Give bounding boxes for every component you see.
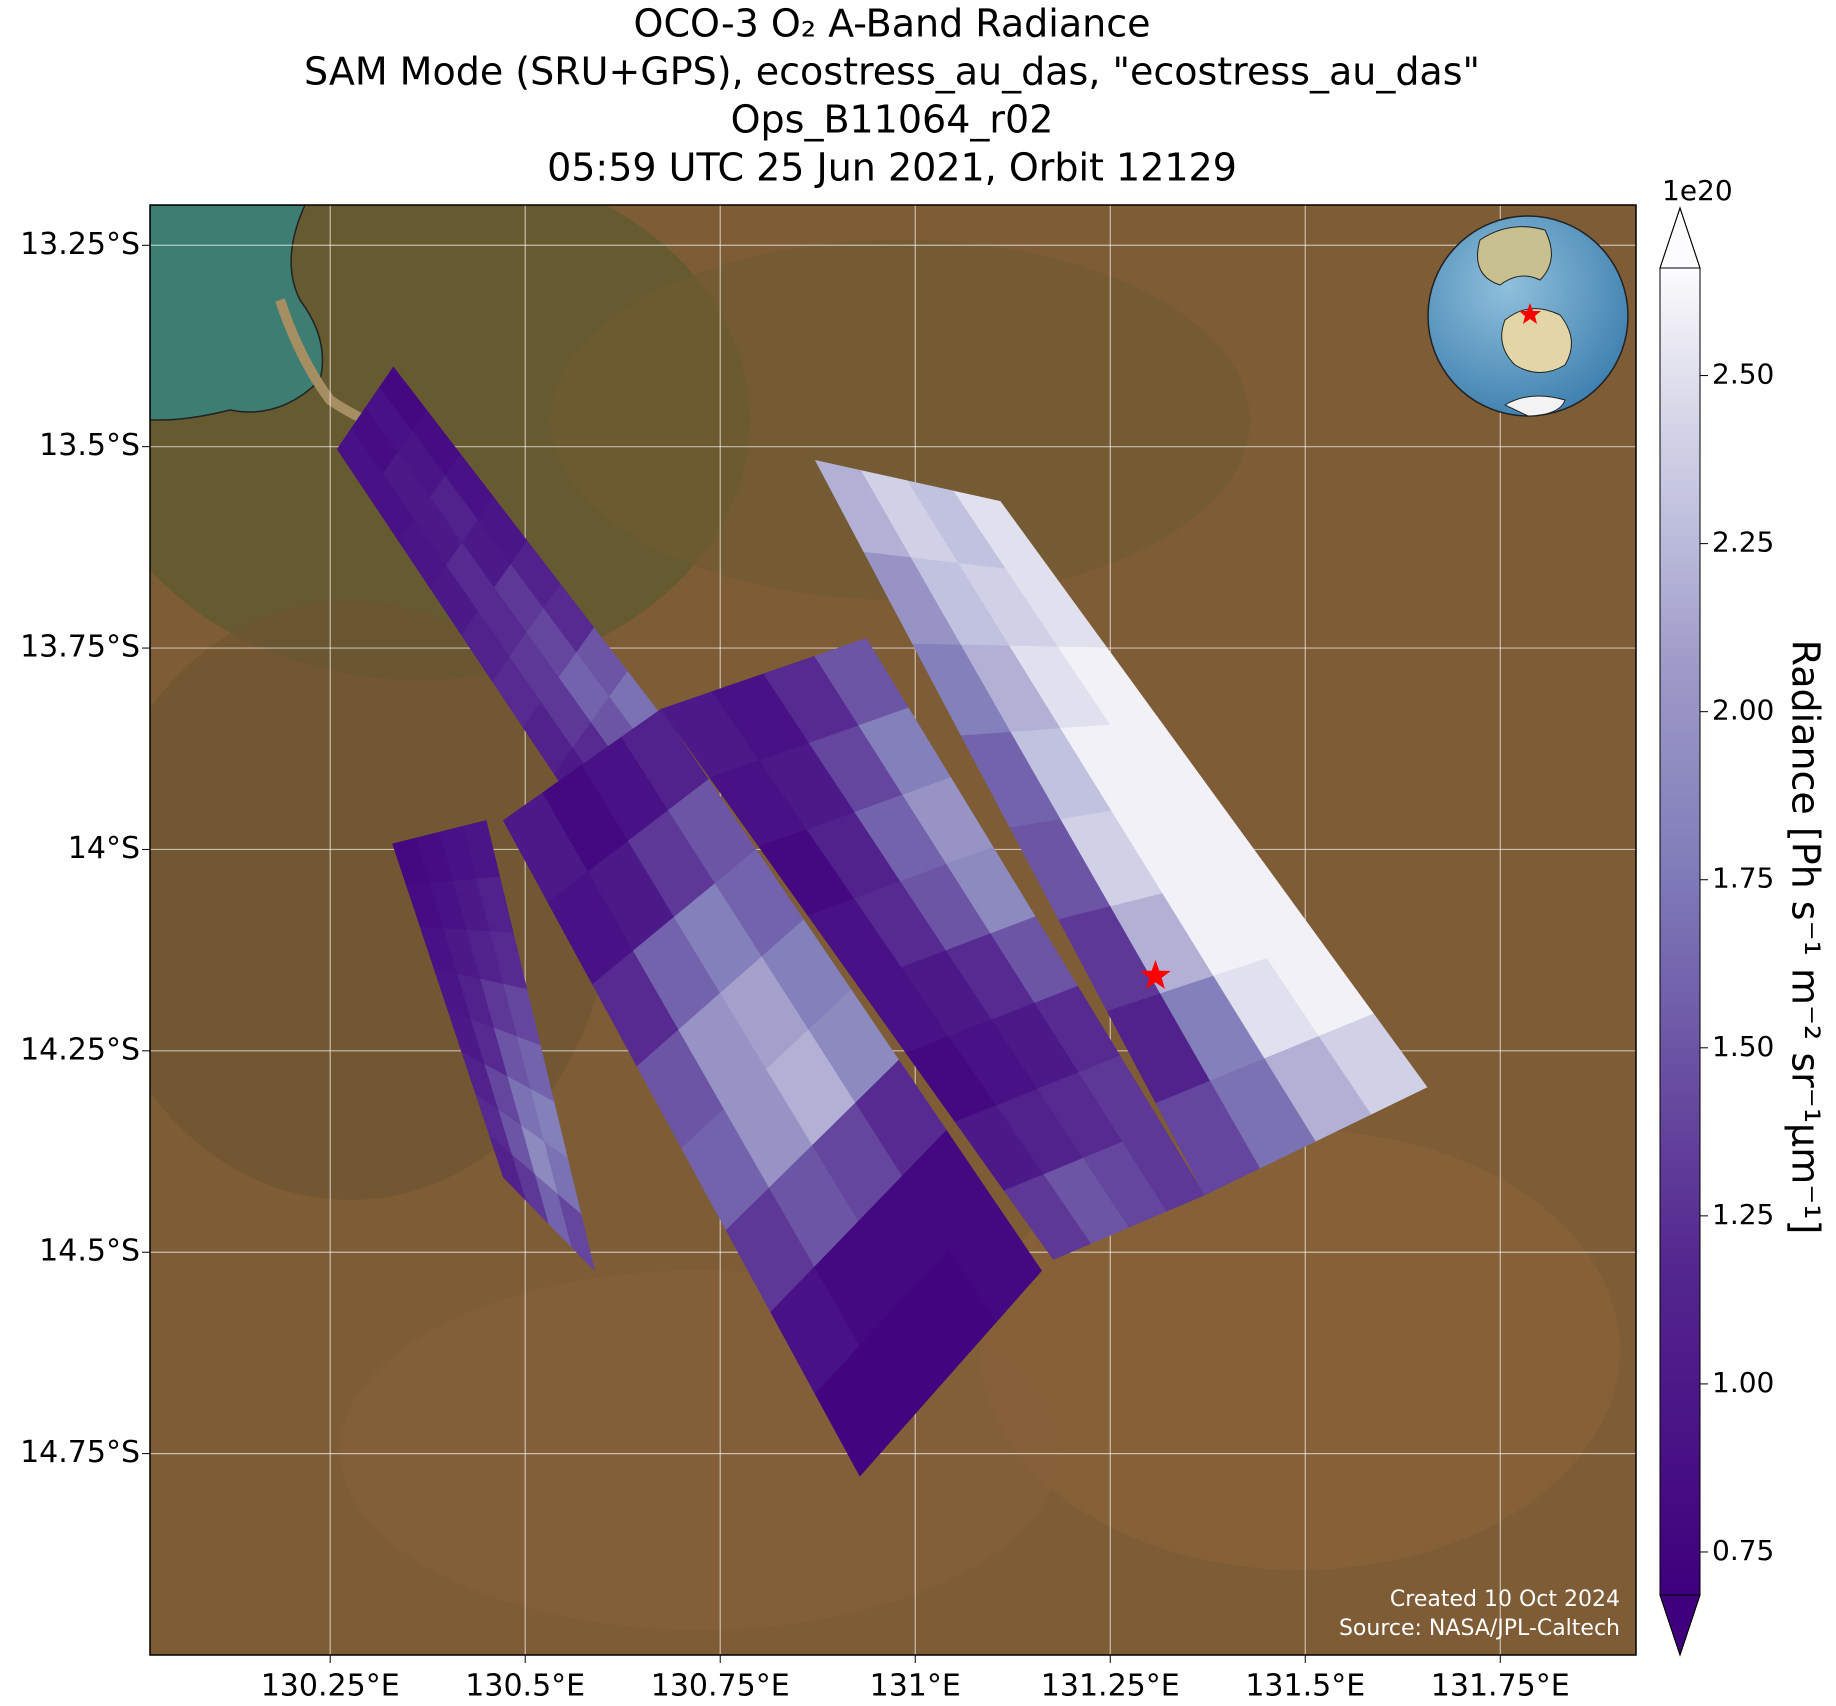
y-tick-label: 14.5°S (39, 1234, 140, 1269)
footer-created: Created 10 Oct 2024 (1390, 1587, 1620, 1612)
colorbar-body (1660, 268, 1700, 1595)
colorbar-tick-label: 2.50 (1712, 358, 1774, 391)
map-frame (149, 204, 1637, 1656)
footprint (1318, 1013, 1428, 1115)
y-tick-label: 14.75°S (20, 1435, 140, 1470)
radiance-footprints (336, 366, 1428, 1477)
colorbar-tick-label: 2.00 (1712, 694, 1774, 727)
footprint (557, 1193, 596, 1272)
x-tick-label: 130.75°E (651, 1669, 790, 1704)
target-marker (1140, 959, 1171, 989)
colorbar-extend-min (1659, 1594, 1701, 1657)
y-tick-label: 13.75°S (20, 630, 140, 665)
y-tick-label: 14.25°S (20, 1032, 140, 1067)
y-tick-label: 13.25°S (20, 227, 140, 262)
colorbar-outline (1659, 206, 1701, 1657)
x-tick-label: 131.5°E (1245, 1669, 1365, 1704)
colorbar: 1e20 Radiance [Ph s⁻¹ m⁻² sr⁻¹μm⁻¹] 0.75… (1659, 174, 1828, 1657)
chart-subtitle: SAM Mode (SRU+GPS), ecostress_au_das, "e… (304, 50, 1480, 94)
axes-labels: 130.25°E 130.5°E 130.75°E 131°E 131.25°E 131.… (20, 227, 1570, 1704)
footer-source: Source: NASA/JPL-Caltech (1339, 1616, 1620, 1641)
colorbar-tick-label: 1.50 (1712, 1030, 1774, 1063)
chart-subtitle: Ops_B11064_r02 (731, 98, 1054, 142)
locator-globe (1427, 215, 1629, 417)
x-tick-label: 130.25°E (261, 1669, 400, 1704)
x-tick-label: 131.25°E (1041, 1669, 1180, 1704)
colorbar-tick-label: 2.25 (1712, 526, 1774, 559)
colorbar-offset: 1e20 (1662, 174, 1733, 207)
colorbar-label: Radiance [Ph s⁻¹ m⁻² sr⁻¹μm⁻¹] (1784, 640, 1828, 1235)
colorbar-tick-label: 0.75 (1712, 1534, 1774, 1567)
colorbar-tick-label: 1.25 (1712, 1198, 1774, 1231)
x-tick-label: 130.5°E (465, 1669, 585, 1704)
colorbar-extend-max (1659, 206, 1701, 269)
x-tick-label: 131.75°E (1431, 1669, 1570, 1704)
colorbar-tick-label: 1.00 (1712, 1366, 1774, 1399)
colorbar-tick-label: 1.75 (1712, 862, 1774, 895)
chart-title: OCO-3 O₂ A-Band Radiance (634, 2, 1151, 46)
y-tick-label: 13.5°S (39, 428, 140, 463)
x-tick-label: 131°E (870, 1669, 961, 1704)
chart-subtitle: 05:59 UTC 25 Jun 2021, Orbit 12129 (547, 146, 1237, 190)
footprint (948, 1200, 1042, 1323)
y-tick-label: 14°S (68, 831, 140, 866)
